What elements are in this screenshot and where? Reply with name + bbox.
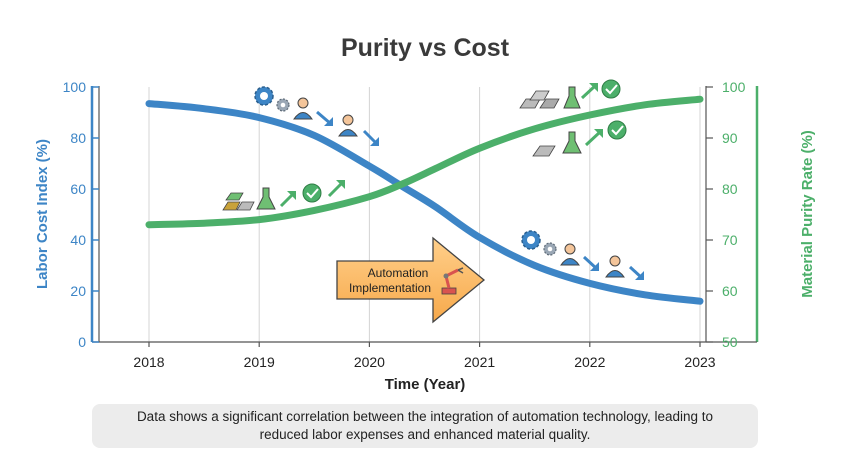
- metal-ingots-icon: [519, 90, 560, 109]
- x-tick-label: 2019: [244, 354, 275, 370]
- gear-icon: [254, 86, 274, 106]
- series-group: [145, 95, 704, 305]
- left-tick-label: 40: [70, 232, 86, 248]
- check-circle-icon: [302, 183, 322, 203]
- y-right-axis-label: Material Purity Rate (%): [799, 130, 816, 298]
- gold-bars-icon: [222, 192, 255, 211]
- person-icon: [560, 243, 580, 266]
- robot-arm-icon: [441, 267, 464, 295]
- chart: Purity vs Cost 0 20 40 60 80 100 50 60 70 80 90 10…: [34, 34, 816, 393]
- flask-icon: [562, 131, 582, 154]
- flask-icon: [256, 187, 276, 210]
- arrow-down-right-icon: [362, 129, 379, 146]
- purity-icons-middle: [532, 120, 627, 157]
- left-tick-label: 0: [78, 334, 86, 350]
- left-tick-label: 20: [70, 283, 86, 299]
- purity-icons-top: [519, 79, 621, 109]
- right-tick-label: 70: [722, 232, 738, 248]
- arrow-up-right-icon: [584, 129, 603, 147]
- left-tick-label: 100: [63, 79, 87, 95]
- right-tick-label: 60: [722, 283, 738, 299]
- x-tick-label: 2021: [464, 354, 495, 370]
- arrow-down-right-icon: [316, 110, 333, 126]
- metal-ingots-icon: [532, 145, 556, 157]
- arrow-up-right-icon: [580, 83, 598, 100]
- check-circle-icon: [607, 120, 627, 140]
- right-tick-label: 100: [722, 79, 746, 95]
- labor-icons-top: [254, 86, 379, 146]
- right-axis-ticks: 50 60 70 80 90 100: [706, 79, 746, 350]
- labor-cost-line: [145, 100, 704, 305]
- left-tick-label: 60: [70, 181, 86, 197]
- x-tick-label: 2023: [684, 354, 715, 370]
- grid-lines: [148, 87, 701, 342]
- gear-icon: [543, 242, 557, 256]
- check-circle-icon: [601, 79, 621, 99]
- left-tick-label: 80: [70, 130, 86, 146]
- arrow-up-right-icon: [327, 180, 345, 198]
- x-tick-label: 2018: [133, 354, 164, 370]
- arrow-up-right-icon: [279, 191, 296, 208]
- caption-text: Data shows a significant correlation bet…: [136, 409, 714, 442]
- person-icon: [293, 97, 313, 120]
- x-axis-ticks: 2018 2019 2020 2021 2022 2023: [133, 342, 716, 370]
- x-tick-label: 2022: [574, 354, 605, 370]
- right-tick-label: 50: [722, 334, 738, 350]
- person-icon: [338, 114, 358, 137]
- automation-annotation: Automation Implementation: [336, 236, 486, 324]
- gear-icon: [276, 98, 290, 112]
- x-tick-label: 2020: [354, 354, 385, 370]
- annotation-line2: Implementation: [349, 281, 431, 295]
- arrow-down-right-icon: [628, 265, 644, 280]
- purity-icons-left: [222, 180, 345, 211]
- y-left-axis-label: Labor Cost Index (%): [34, 139, 51, 289]
- material-purity-line: [145, 95, 704, 229]
- right-tick-label: 80: [722, 181, 738, 197]
- left-axis-ticks: 0 20 40 60 80 100: [63, 79, 99, 350]
- annotation-line1: Automation: [368, 266, 429, 280]
- right-tick-label: 90: [722, 130, 738, 146]
- annotation-arrow: [336, 236, 486, 324]
- x-axis-label: Time (Year): [385, 376, 466, 393]
- person-icon: [605, 255, 625, 278]
- chart-title: Purity vs Cost: [341, 34, 510, 62]
- flask-icon: [563, 86, 581, 109]
- gear-icon: [521, 230, 541, 250]
- labor-icons-bottom: [521, 230, 644, 280]
- arrow-down-right-icon: [582, 255, 599, 271]
- caption-box: Data shows a significant correlation bet…: [92, 404, 758, 448]
